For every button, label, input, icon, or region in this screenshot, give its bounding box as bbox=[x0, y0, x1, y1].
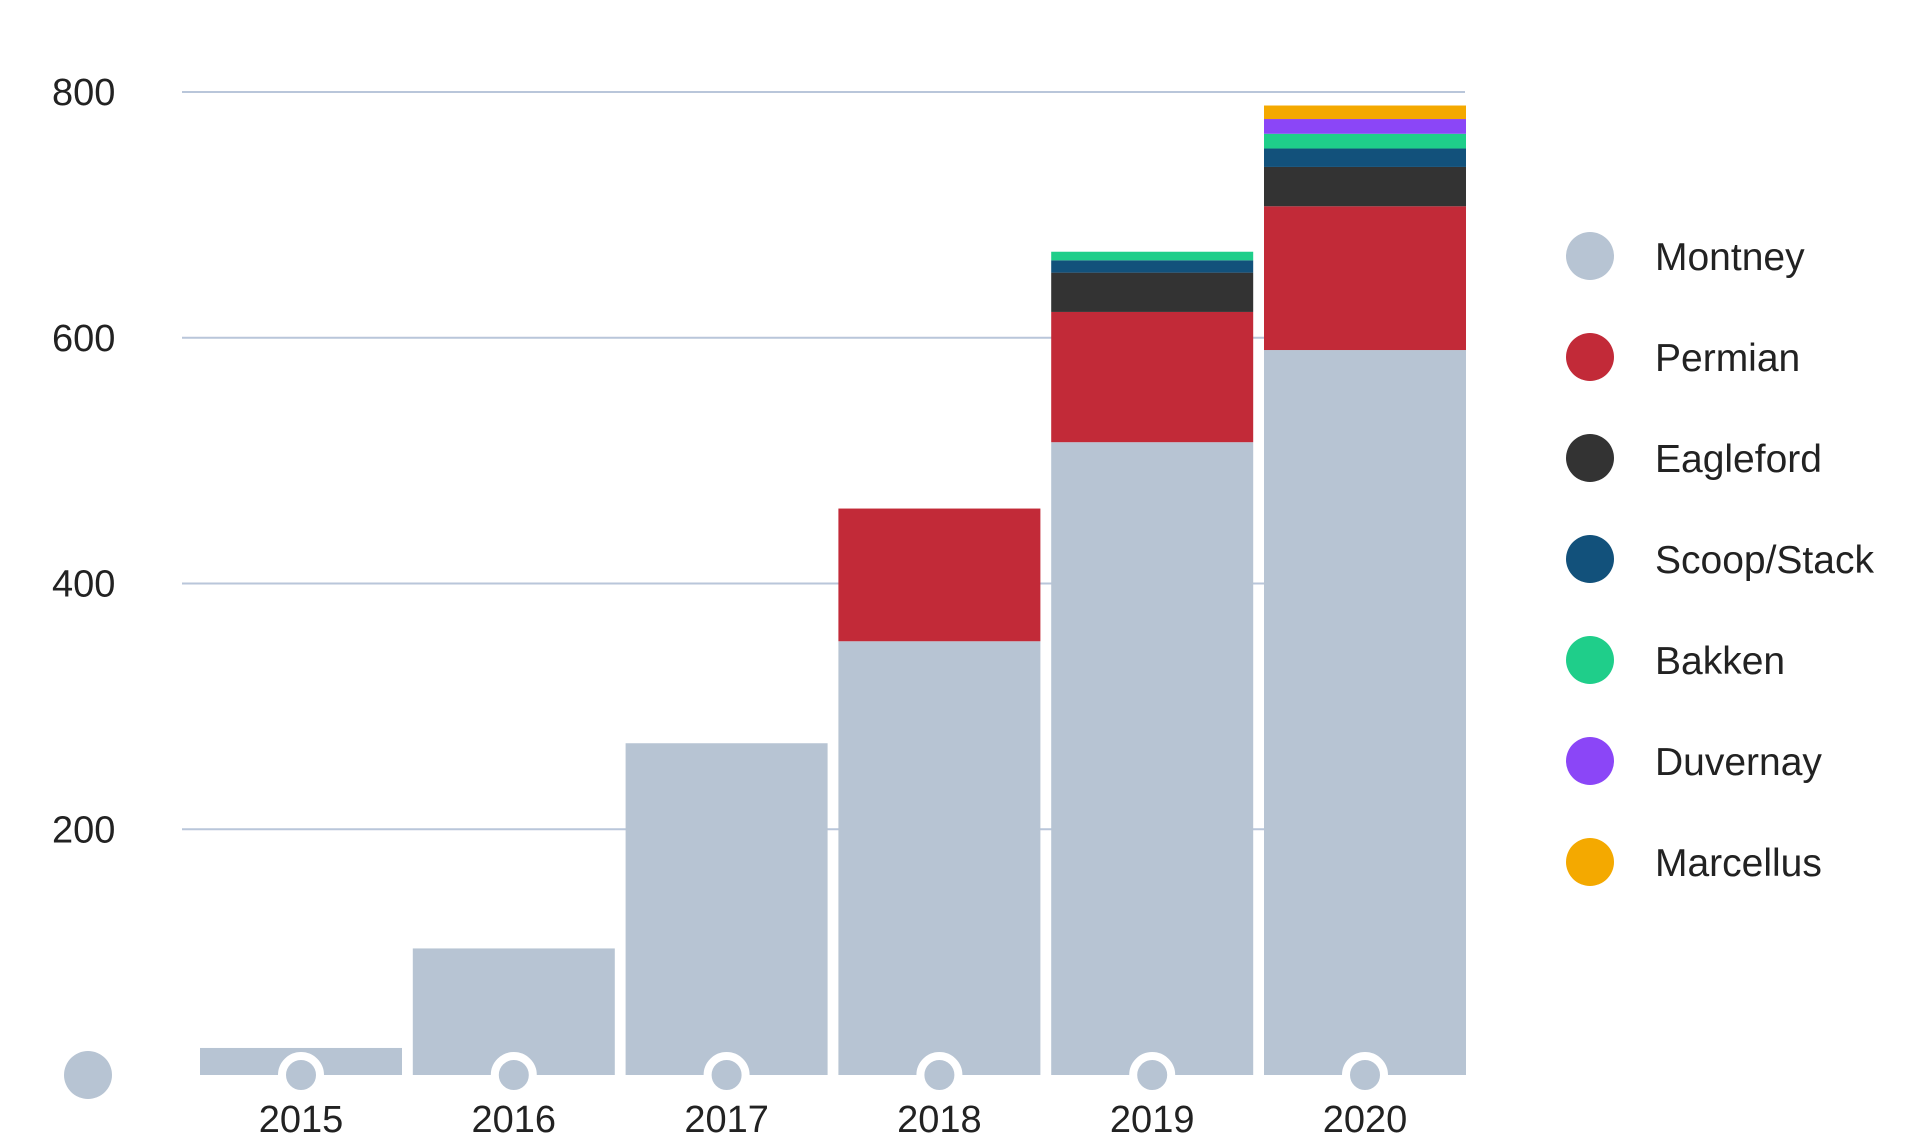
bar-segment-bakken-2020 bbox=[1264, 133, 1466, 149]
legend-swatch-marcellus bbox=[1566, 838, 1614, 886]
legend-swatch-permian bbox=[1566, 333, 1614, 381]
legend-swatch-duvernay bbox=[1566, 737, 1614, 785]
bar-segment-montney-2018 bbox=[838, 641, 1041, 1075]
x-tick-label: 2019 bbox=[1110, 1099, 1195, 1141]
legend-swatch-eagleford bbox=[1566, 434, 1614, 482]
bar-segment-permian-2018 bbox=[838, 508, 1041, 642]
x-tick-marker bbox=[278, 1052, 324, 1098]
bar-segment-montney-2020 bbox=[1264, 350, 1466, 1076]
legend-label: Bakken bbox=[1655, 640, 1785, 683]
bar-segment-permian-2019 bbox=[1051, 311, 1254, 443]
bars bbox=[200, 105, 1466, 1076]
legend: Montney Permian Eagleford Scoop/Stack Bakken… bbox=[1566, 232, 1874, 886]
y-tick-label: 600 bbox=[52, 318, 115, 360]
legend-label: Duvernay bbox=[1655, 741, 1822, 784]
x-tick-label: 2015 bbox=[259, 1099, 344, 1141]
x-tick-label: 2020 bbox=[1323, 1099, 1408, 1141]
y-tick-label: 400 bbox=[52, 564, 115, 606]
x-tick-marker bbox=[916, 1052, 963, 1098]
x-tick-marker bbox=[703, 1052, 750, 1098]
bar-segment-eagleford-2020 bbox=[1264, 166, 1466, 207]
y-tick-label: 200 bbox=[52, 809, 115, 851]
bar-segment-duvernay-2020 bbox=[1264, 119, 1466, 134]
y-tick-label: 800 bbox=[52, 72, 115, 114]
x-tick-label: 2017 bbox=[684, 1099, 769, 1141]
legend-swatch-montney bbox=[1566, 232, 1614, 280]
legend-label: Permian bbox=[1655, 337, 1800, 380]
x-tick-label: 2018 bbox=[897, 1099, 982, 1141]
x-tick-marker bbox=[1342, 1052, 1388, 1098]
x-tick-marker bbox=[1129, 1052, 1176, 1098]
legend-label: Montney bbox=[1655, 236, 1805, 279]
x-tick-label: 2016 bbox=[472, 1099, 557, 1141]
bar-segment-scoop-stack-2020 bbox=[1264, 148, 1466, 167]
y-axis-ticks: 200 400 600 800 bbox=[52, 72, 115, 851]
bar-segment-permian-2020 bbox=[1264, 206, 1466, 351]
x-tick-marker bbox=[490, 1052, 537, 1098]
bar-segment-marcellus-2020 bbox=[1264, 105, 1466, 120]
bar-segment-bakken-2019 bbox=[1051, 251, 1254, 261]
bar-segment-montney-2019 bbox=[1051, 442, 1254, 1076]
bar-segment-eagleford-2019 bbox=[1051, 272, 1254, 312]
bar-segment-montney-2017 bbox=[625, 743, 828, 1075]
legend-swatch-scoop-stack bbox=[1566, 535, 1614, 583]
legend-label: Marcellus bbox=[1655, 842, 1822, 885]
legend-label: Eagleford bbox=[1655, 438, 1822, 481]
x-axis-ticks: 2015 2016 2017 2018 2019 2020 bbox=[259, 1052, 1408, 1141]
origin-marker-dot bbox=[64, 1051, 112, 1099]
legend-label: Scoop/Stack bbox=[1655, 539, 1874, 582]
legend-swatch-bakken bbox=[1566, 636, 1614, 684]
bar-segment-scoop-stack-2019 bbox=[1051, 260, 1254, 273]
